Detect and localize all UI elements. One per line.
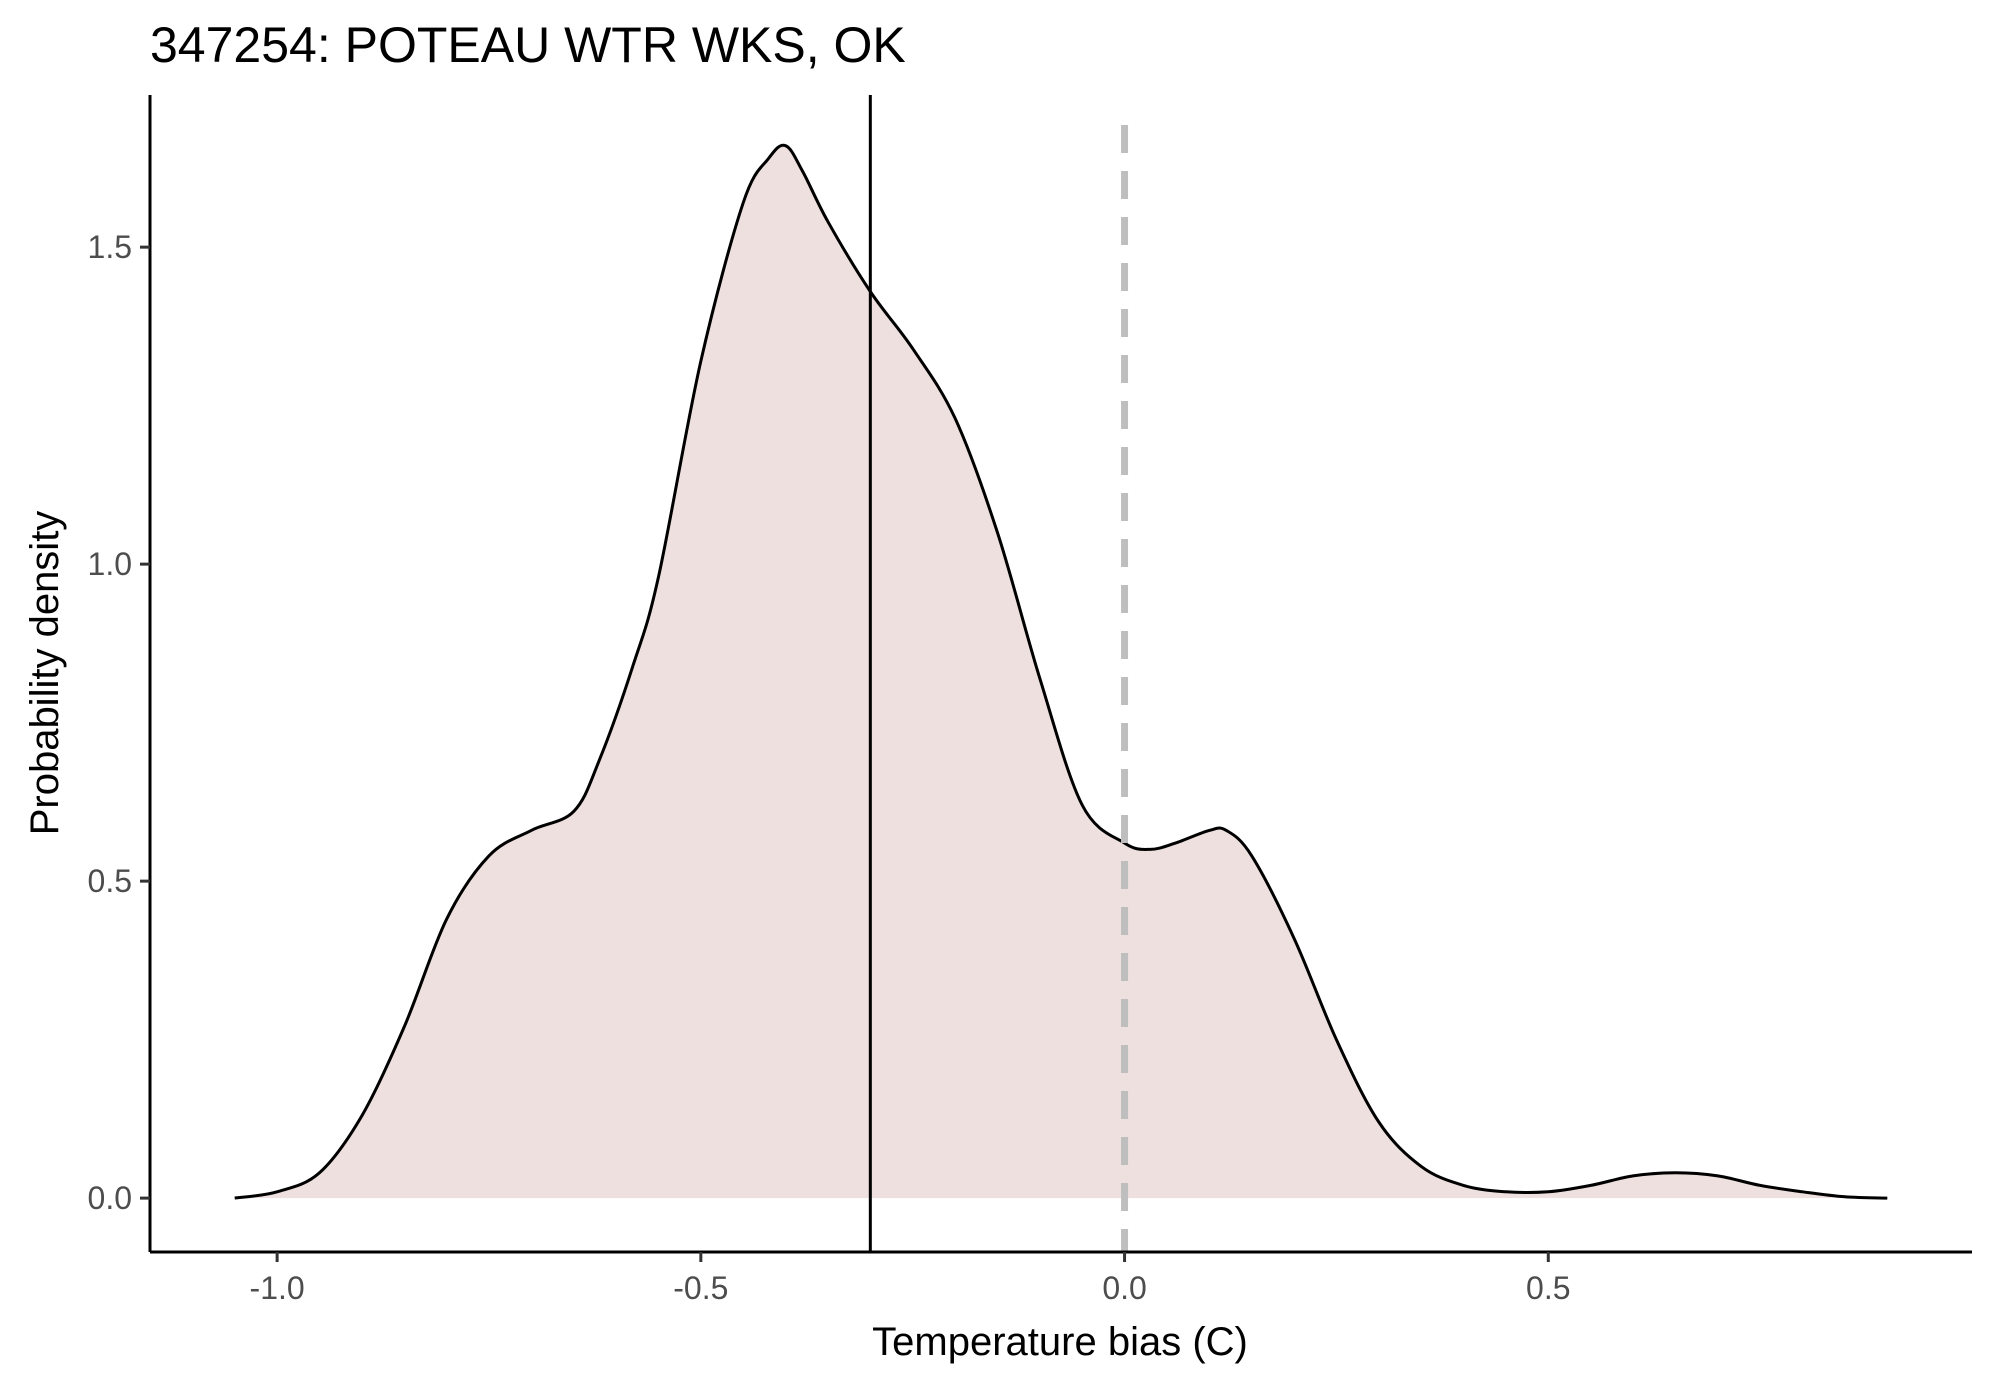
y-tick-label: 1.5 <box>88 229 132 265</box>
x-tick-label: -0.5 <box>673 1270 728 1306</box>
axes <box>148 95 1972 1254</box>
plot-area <box>234 143 1888 1200</box>
reference-lines <box>868 95 1129 1252</box>
ticks: -1.0 -0.5 0.0 0.5 0.0 0.5 1.0 1.5 <box>88 229 1571 1306</box>
density-curve-line <box>234 143 1888 1200</box>
y-tick-label: 1.0 <box>88 546 132 582</box>
x-tick-label: 0.0 <box>1102 1270 1146 1306</box>
x-tick-label: 0.5 <box>1526 1270 1570 1306</box>
x-tick-label: -1.0 <box>250 1270 305 1306</box>
y-tick-label: 0.5 <box>88 863 132 899</box>
y-tick-label: 0.0 <box>88 1180 132 1216</box>
x-axis-title: Temperature bias (C) <box>872 1320 1248 1364</box>
density-fill-area <box>234 145 1888 1199</box>
y-axis-title: Probability density <box>23 511 67 836</box>
chart-title: 347254: POTEAU WTR WKS, OK <box>150 17 906 73</box>
